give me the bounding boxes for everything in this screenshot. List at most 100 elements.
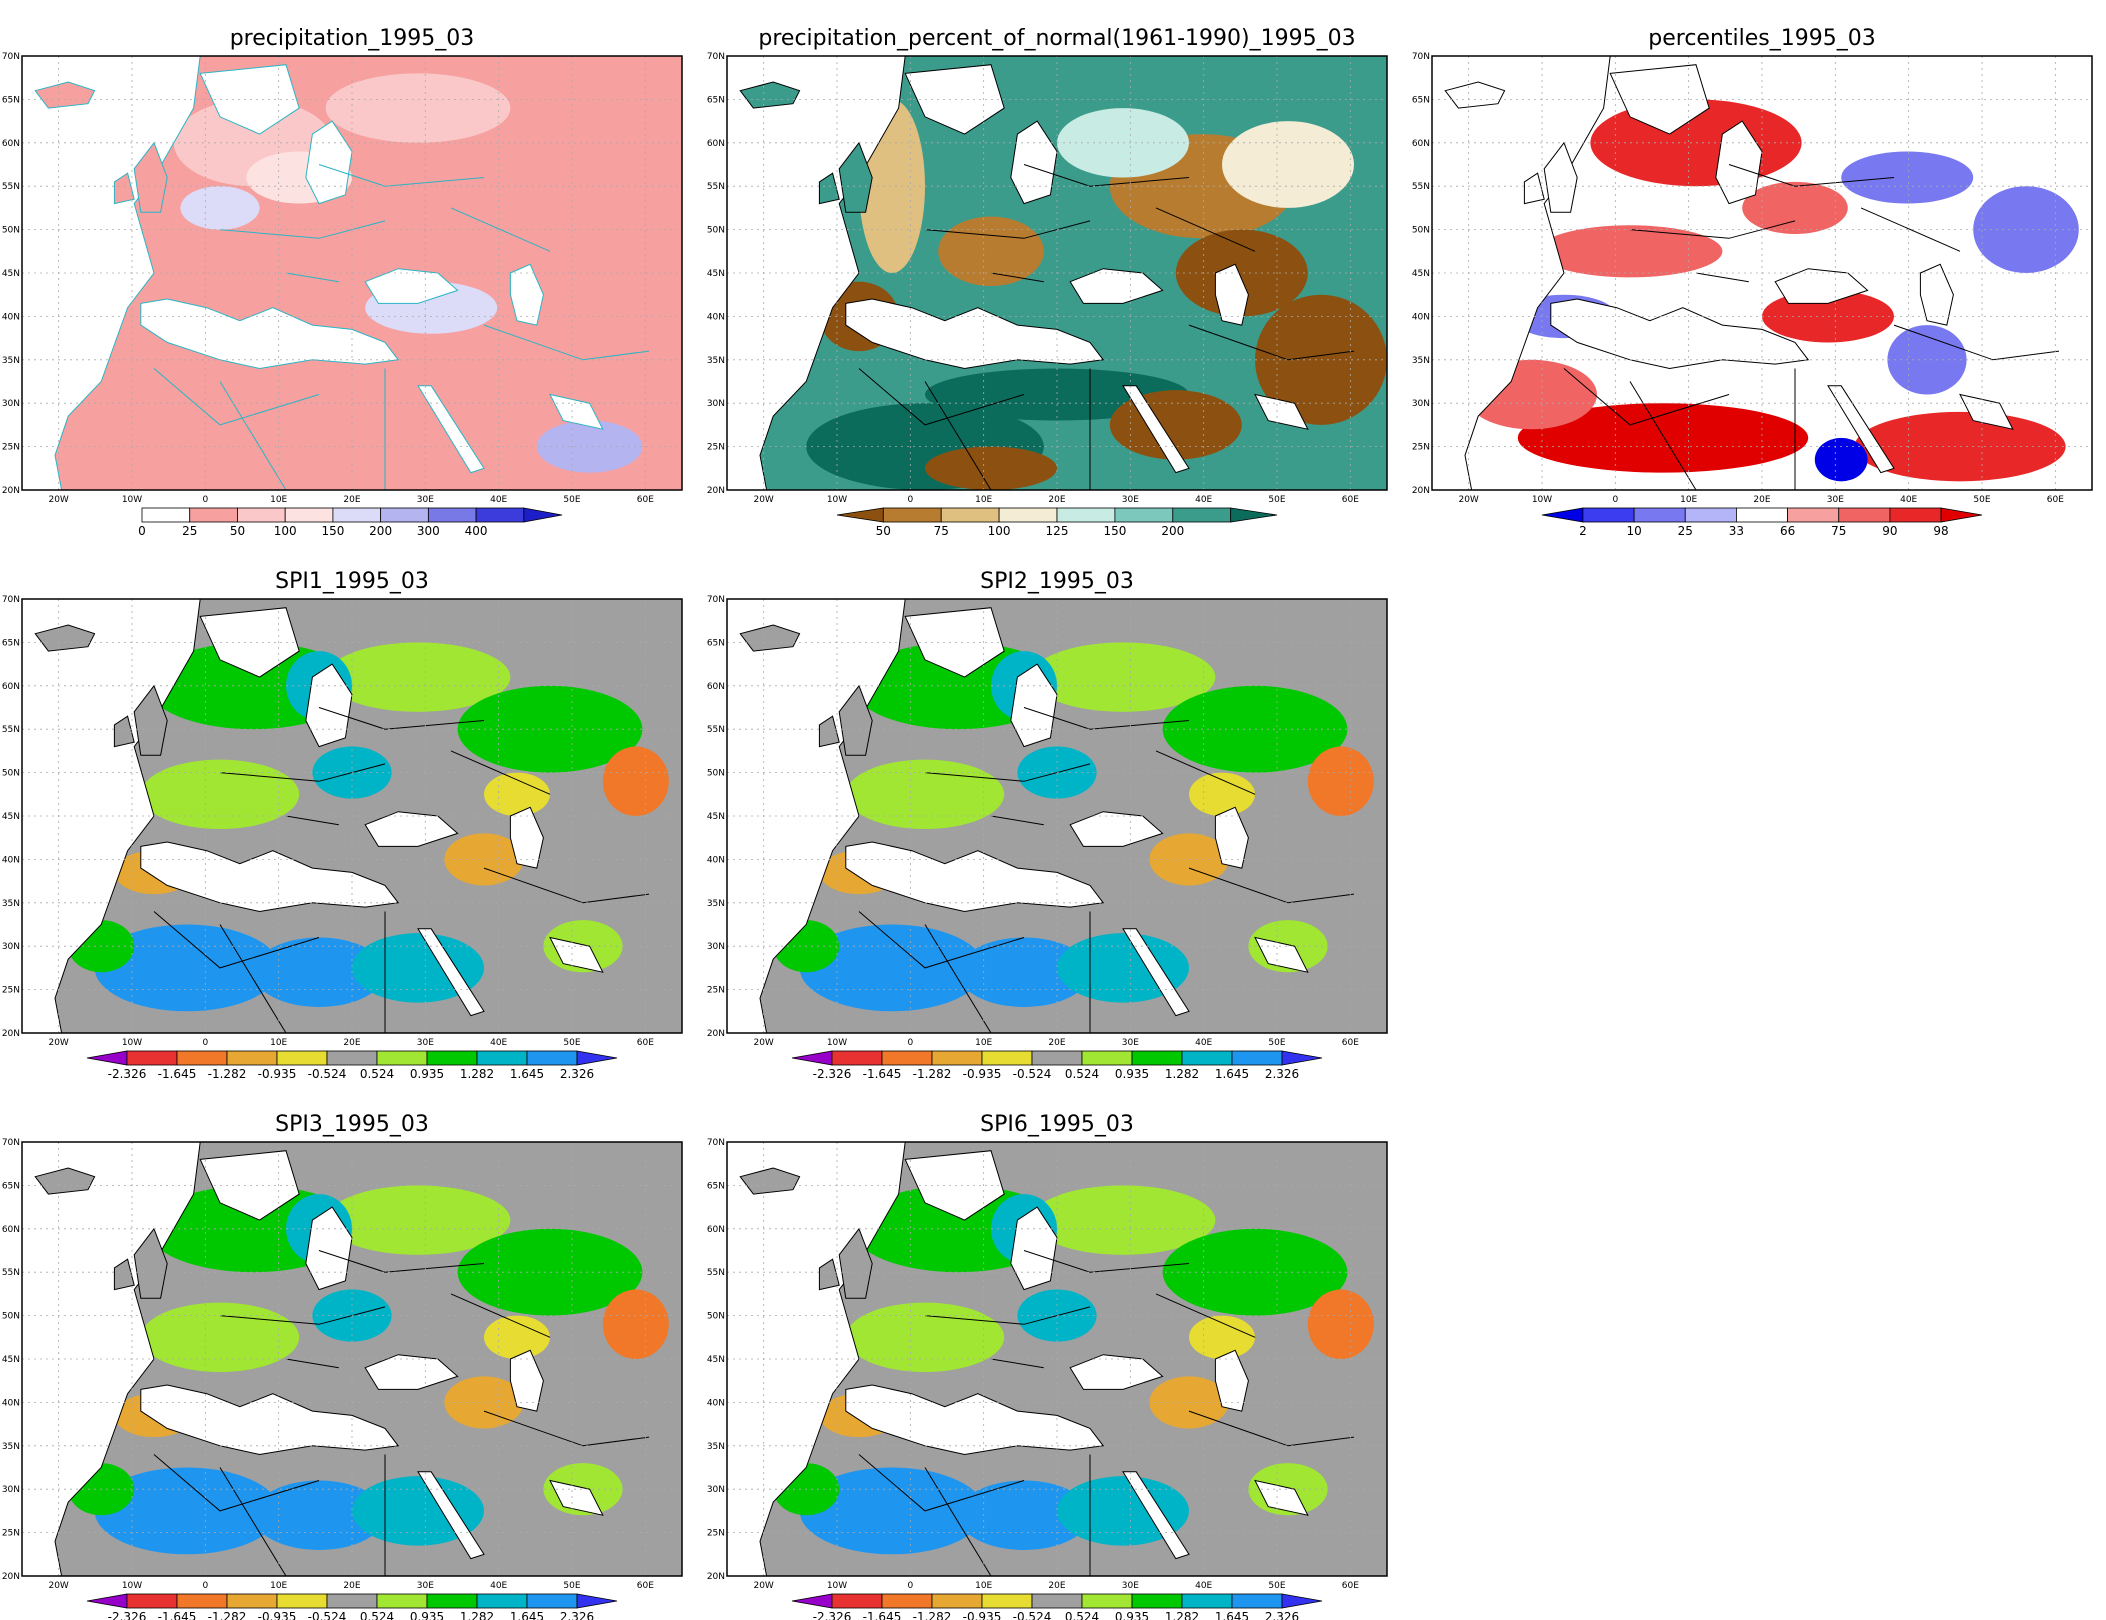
colorbar-cell	[1031, 1050, 1083, 1066]
colorbar-arrow-low	[86, 1050, 128, 1066]
colorbar-label: -1.645	[158, 1067, 197, 1081]
lat-tick-label: 35N	[707, 899, 725, 909]
land-iceland	[1444, 81, 1506, 109]
colorbar-label: -0.935	[258, 1067, 297, 1081]
colorbar-cell	[176, 1050, 228, 1066]
country-border	[219, 1467, 287, 1576]
colorbar-cell	[1838, 507, 1891, 523]
colorbar-label: 100	[274, 524, 297, 538]
colorbar-label: 150	[321, 524, 344, 538]
map-frame	[726, 1141, 1388, 1577]
country-border	[924, 381, 992, 490]
land-iceland	[739, 81, 801, 109]
lon-tick-label: 40E	[490, 1038, 507, 1048]
colorbar-cell	[276, 1050, 328, 1066]
lat-tick-label: 55N	[707, 1268, 725, 1278]
country-border	[318, 1250, 485, 1273]
land-britain	[133, 1227, 168, 1299]
sea-baltic	[1010, 663, 1058, 748]
sea-northsea	[904, 607, 1005, 678]
country-border	[285, 1358, 339, 1369]
land-ireland	[113, 172, 135, 205]
lat-tick-label: 70N	[707, 1138, 725, 1148]
country-border	[1629, 381, 1697, 490]
colorbar-label: 0.935	[410, 1610, 444, 1620]
country-border	[858, 368, 1025, 426]
colorbar-label: 200	[369, 524, 392, 538]
lat-tick-label: 35N	[2, 899, 20, 909]
colorbar-label: -1.645	[158, 1610, 197, 1620]
colorbar-arrow-low	[86, 1593, 128, 1609]
country-border	[318, 164, 485, 187]
colorbar-cell	[998, 507, 1058, 523]
lat-tick-label: 20N	[2, 1029, 20, 1039]
colorbar-label: -0.935	[963, 1067, 1002, 1081]
sea-northsea	[1609, 64, 1710, 135]
lon-tick-label: 10E	[270, 1581, 287, 1591]
map-figure: precipitation_percent_of_normal(1961-199…	[707, 26, 1388, 538]
lon-tick-label: 30E	[417, 1038, 434, 1048]
map-panel-percentiles: percentiles_1995_03 70N 65N 60N 55N 50N 45N 40N…	[1410, 0, 2106, 540]
sea-caspian	[1214, 1349, 1249, 1412]
map-panel-percent-of-normal: precipitation_percent_of_normal(1961-199…	[705, 0, 1405, 540]
field-anomaly	[602, 746, 669, 816]
colorbar-label: 1.282	[1165, 1067, 1199, 1081]
country-border	[990, 1358, 1044, 1369]
colorbar-label: 25	[182, 524, 197, 538]
field-anomaly	[1307, 746, 1374, 816]
sea-caspian	[1919, 263, 1954, 326]
lat-tick-label: 50N	[2, 1312, 20, 1322]
country-border	[219, 924, 287, 1033]
lat-tick-label: 60N	[707, 139, 725, 149]
lon-tick-label: 60E	[2047, 495, 2064, 505]
colorbar-arrow-high	[1230, 507, 1278, 523]
colorbar-arrow-high	[523, 507, 563, 523]
lat-tick-label: 55N	[707, 182, 725, 192]
lat-tick-label: 25N	[707, 1529, 725, 1539]
lat-tick-label: 70N	[707, 52, 725, 62]
sea-caspian	[1214, 806, 1249, 869]
colorbar-label: 98	[1933, 524, 1948, 538]
colorbar-cell	[1114, 507, 1174, 523]
lat-tick-label: 70N	[707, 595, 725, 605]
land-ireland	[113, 715, 135, 748]
lon-tick-label: 10E	[975, 1038, 992, 1048]
lat-tick-label: 65N	[2, 95, 20, 105]
map-title: SPI2_1995_03	[980, 569, 1134, 594]
lon-tick-label: 20W	[753, 495, 773, 505]
colorbar-cell	[1081, 1050, 1133, 1066]
sea-redsea	[1122, 928, 1190, 1017]
field-anomaly	[1814, 437, 1868, 482]
country-border	[219, 763, 386, 782]
field-anomaly	[325, 642, 511, 712]
lat-tick-label: 35N	[2, 1442, 20, 1452]
colorbar-label: -0.524	[1013, 1610, 1052, 1620]
lat-tick-label: 20N	[707, 1029, 725, 1039]
lon-tick-label: 60E	[1342, 1038, 1359, 1048]
lat-tick-label: 55N	[2, 1268, 20, 1278]
colorbar-cell	[881, 1593, 933, 1609]
country-border	[1893, 324, 2060, 361]
lat-tick-label: 40N	[707, 1398, 725, 1408]
colorbar-cell	[126, 1050, 178, 1066]
map-frame	[726, 55, 1388, 491]
sea-baltic	[305, 120, 353, 205]
lat-tick-label: 30N	[707, 942, 725, 952]
sea-redsea	[1122, 385, 1190, 474]
colorbar-cell	[931, 1050, 983, 1066]
lat-tick-label: 25N	[707, 443, 725, 453]
map-frame	[1431, 55, 2093, 491]
lon-tick-label: 40E	[1195, 1581, 1212, 1591]
lon-tick-label: 50E	[1268, 1581, 1285, 1591]
colorbar-cell	[981, 1593, 1033, 1609]
field-anomaly	[1189, 1315, 1255, 1359]
lat-tick-label: 50N	[1412, 226, 1430, 236]
colorbar-cell	[426, 1050, 478, 1066]
colorbar-cell	[940, 507, 1000, 523]
lon-tick-label: 10E	[1680, 495, 1697, 505]
sea-northsea	[199, 607, 300, 678]
lon-tick-label: 10E	[270, 495, 287, 505]
colorbar-label: 300	[417, 524, 440, 538]
lat-tick-label: 30N	[2, 1485, 20, 1495]
colorbar: -2.326 -1.645 -1.282 -0.935 -0.524 0.524 0.935…	[791, 1050, 1323, 1081]
